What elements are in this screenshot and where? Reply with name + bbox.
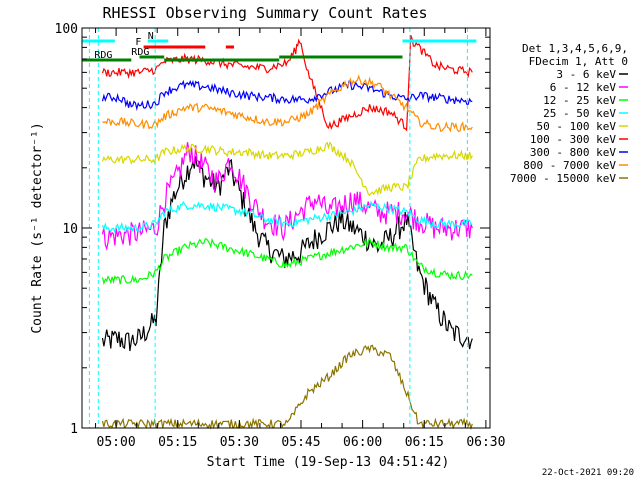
x-tick-label: 05:15 xyxy=(158,435,197,450)
x-tick-label: 06:30 xyxy=(466,435,505,450)
legend: Det 1,3,4,5,6,9,FDecim 1, Att 03 - 6 keV… xyxy=(510,42,628,185)
series-line-50-100-kev xyxy=(101,141,473,197)
series-line-6-12-kev xyxy=(101,142,473,251)
series-line-25-50-kev xyxy=(101,200,473,235)
flag-label: RDG xyxy=(131,47,149,58)
x-axis-label: Start Time (19-Sep-13 04:51:42) xyxy=(207,455,450,470)
x-tick-label: 05:00 xyxy=(97,435,136,450)
chart-title: RHESSI Observing Summary Count Rates xyxy=(102,4,427,22)
timestamp: 22-Oct-2021 09:20 xyxy=(542,468,634,478)
series-line-3-6-kev xyxy=(101,156,473,352)
flag-label: F xyxy=(135,37,141,48)
x-tick-label: 06:00 xyxy=(343,435,382,450)
y-axis: 1 10 100 xyxy=(55,22,490,437)
legend-entry-label: 7000 - 15000 keV xyxy=(510,172,616,185)
series-line-12-25-kev xyxy=(101,236,473,286)
legend-entry-label: 100 - 300 keV xyxy=(530,133,616,146)
flag-label: N xyxy=(148,31,154,42)
legend-entry-label: 800 - 7000 keV xyxy=(523,159,616,172)
y-tick-label: 100 xyxy=(55,22,78,37)
series-layer xyxy=(101,34,473,431)
legend-header: FDecim 1, Att 0 xyxy=(529,55,628,68)
x-tick-label: 06:15 xyxy=(405,435,444,450)
flag-label: RDG xyxy=(94,50,112,61)
x-tick-label: 05:45 xyxy=(281,435,320,450)
series-line-7000-15000-kev xyxy=(101,344,473,431)
legend-entry-label: 3 - 6 keV xyxy=(556,68,616,81)
series-line-800-7000-kev xyxy=(102,74,473,133)
y-tick-label: 1 xyxy=(70,422,78,437)
legend-entry-label: 6 - 12 keV xyxy=(550,81,617,94)
y-axis-label: Count Rate (s⁻¹ detector⁻¹) xyxy=(30,122,45,333)
legend-entry-label: 50 - 100 keV xyxy=(537,120,617,133)
x-axis: 05:00 05:15 05:30 05:45 06:00 06:15 06:30 xyxy=(95,28,505,450)
legend-entry-label: 25 - 50 keV xyxy=(543,107,616,120)
legend-entry-label: 12 - 25 keV xyxy=(543,94,616,107)
series-line-300-800-kev xyxy=(101,79,473,111)
legend-header: Det 1,3,4,5,6,9, xyxy=(522,42,628,55)
y-tick-label: 10 xyxy=(62,222,78,237)
x-tick-label: 05:30 xyxy=(220,435,259,450)
legend-entry-label: 300 - 800 keV xyxy=(530,146,616,159)
